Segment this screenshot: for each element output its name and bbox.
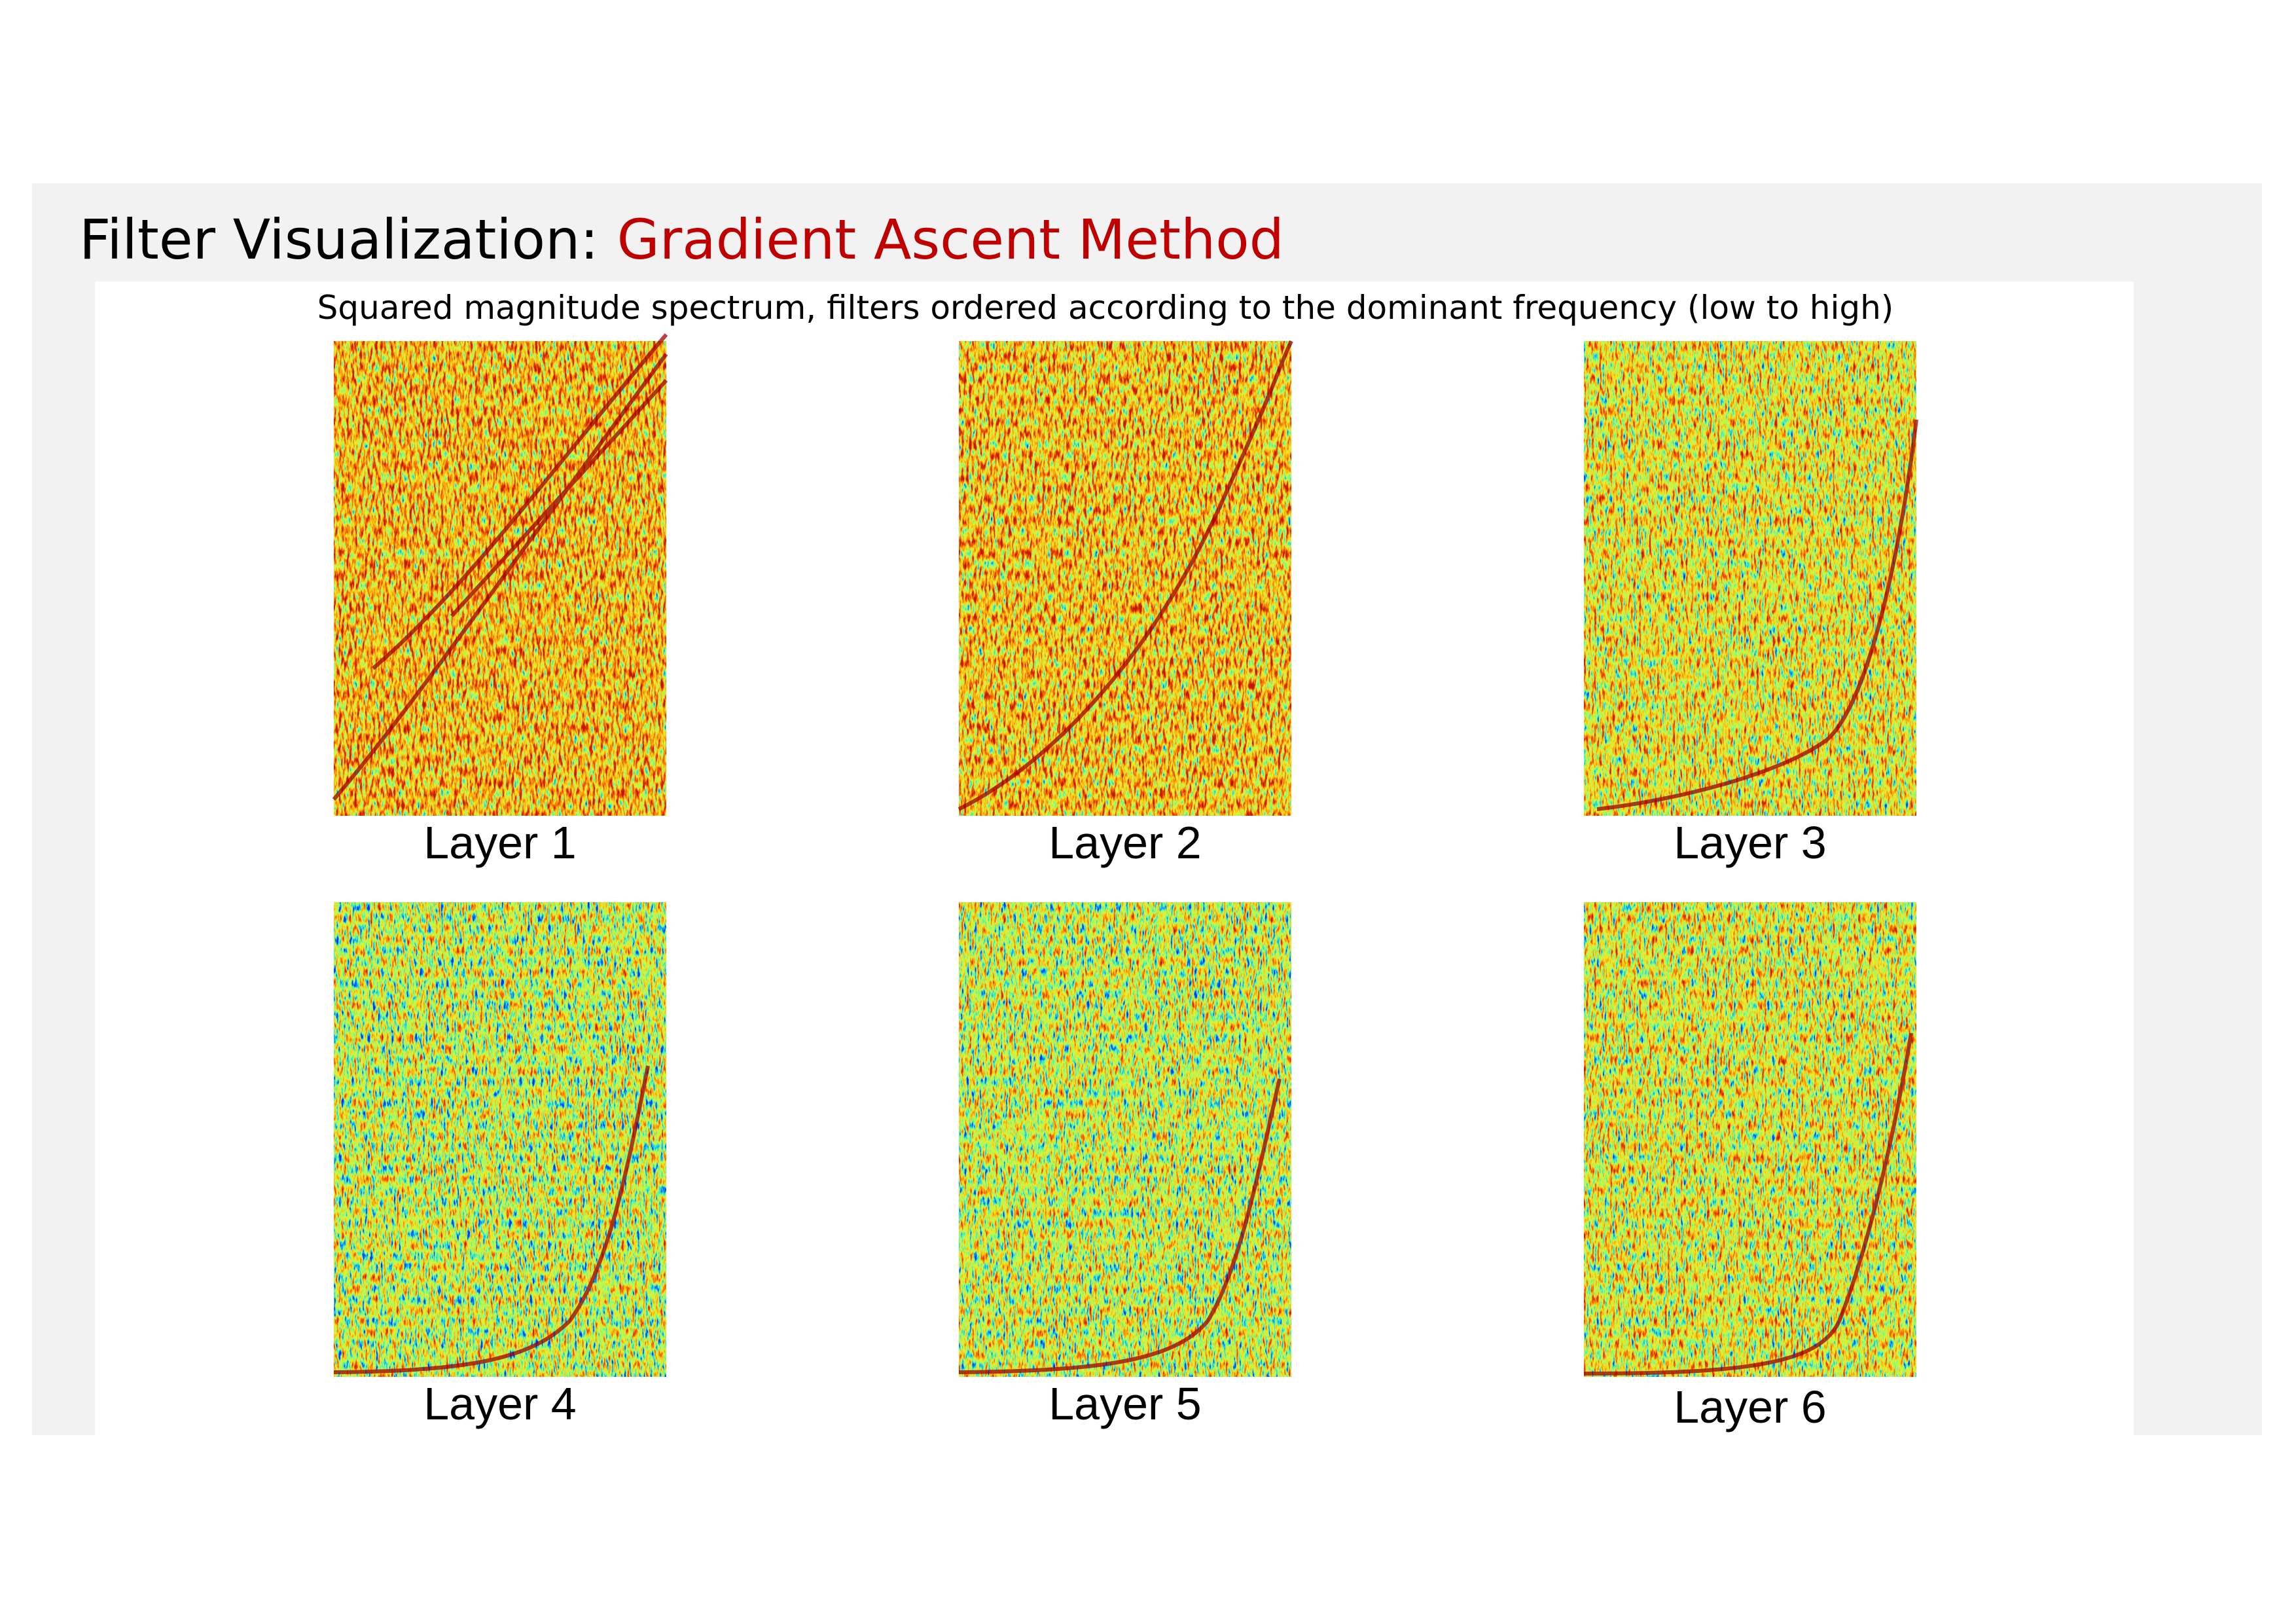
spectrum-image xyxy=(959,341,1291,816)
filter-panel xyxy=(333,902,666,1377)
panel-grid: Layer 1 Layer 2 Layer 3 Layer 4 Layer 5 Layer… xyxy=(332,333,1918,1432)
spectrum-image xyxy=(959,902,1291,1377)
dominant-frequency-curve xyxy=(958,1078,1282,1374)
spectrum-image xyxy=(1584,902,1916,1377)
dominant-frequency-curve xyxy=(1583,1032,1913,1376)
panel-label: Layer 6 xyxy=(1674,1381,1826,1432)
filter-panel xyxy=(958,340,1293,816)
subtitle: Squared magnitude spectrum, filters orde… xyxy=(317,289,1894,327)
panel-label: Layer 5 xyxy=(1049,1378,1201,1429)
dominant-frequency-curve xyxy=(332,333,668,801)
title-highlight: Gradient Ascent Method xyxy=(617,208,1284,272)
slide-title: Filter Visualization: Gradient Ascent Met… xyxy=(79,208,1284,272)
panel-label: Layer 4 xyxy=(423,1378,576,1429)
dominant-frequency-curve xyxy=(333,1065,650,1374)
title-text: Filter Visualization: xyxy=(79,208,599,272)
panel-label: Layer 3 xyxy=(1674,817,1826,868)
dominant-frequency-curve xyxy=(1596,419,1918,811)
filter-panel xyxy=(1583,902,1916,1377)
filter-panel xyxy=(1584,341,1918,816)
filter-panel xyxy=(958,902,1291,1377)
spectrum-image xyxy=(334,902,666,1377)
dominant-frequency-curve xyxy=(958,340,1293,811)
panel-label: Layer 2 xyxy=(1049,817,1201,868)
filter-panel xyxy=(332,333,668,816)
panel-label: Layer 1 xyxy=(423,817,576,868)
spectrum-image xyxy=(1584,341,1916,816)
